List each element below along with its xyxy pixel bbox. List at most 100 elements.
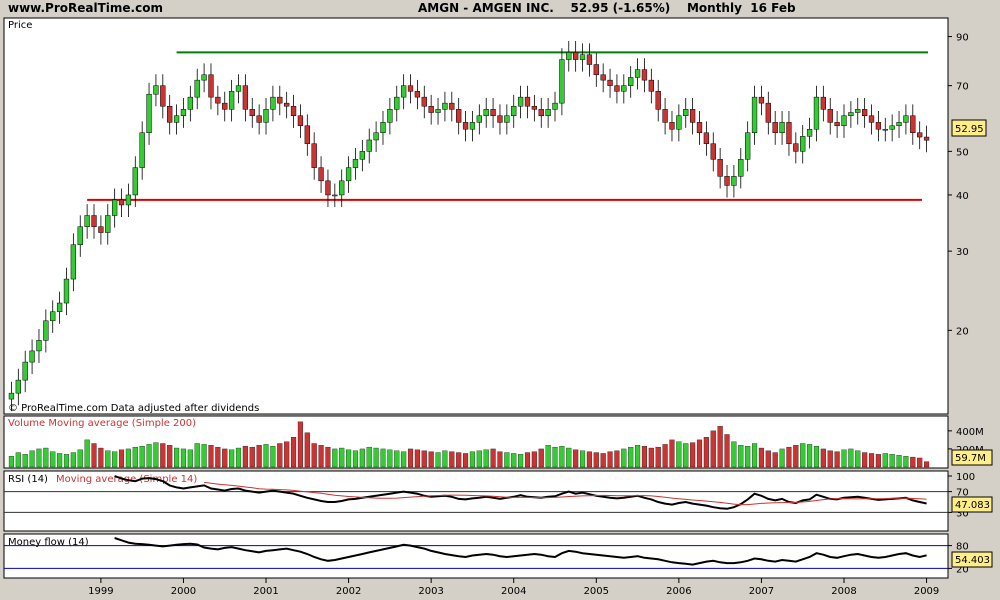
candle-body (751, 96, 758, 134)
candle-body (194, 79, 200, 98)
candle-body (325, 180, 331, 196)
volume-bar (593, 452, 599, 468)
candle-body (111, 199, 118, 216)
candle-body (793, 143, 799, 152)
volume-bar (394, 450, 400, 468)
last-mfi-box (951, 551, 993, 568)
last-price-label: 52.95 (955, 124, 984, 135)
candle-body (910, 115, 916, 134)
volume-bar (600, 453, 606, 468)
candle-body (579, 54, 586, 60)
volume-bar (29, 450, 35, 468)
candle-body (70, 244, 77, 280)
price-tick-label: 20 (956, 326, 969, 337)
candle-body (373, 132, 379, 141)
mfi-tick-label: 80 (956, 542, 969, 553)
volume-bar (242, 446, 248, 468)
candle-body (366, 139, 372, 152)
candle-body (917, 132, 923, 138)
candle-body (50, 311, 56, 322)
candle-body (43, 320, 49, 341)
candle-body (332, 194, 338, 197)
year-label: 2009 (914, 586, 939, 597)
candle-body (394, 96, 400, 110)
candle-body (201, 74, 207, 81)
candle-body (689, 109, 696, 123)
candle-body (91, 215, 97, 227)
volume-bar (807, 444, 813, 468)
mfi-lines (4, 537, 948, 569)
volume-bar (359, 448, 365, 468)
candle-body (449, 102, 455, 110)
candle-body (813, 96, 820, 130)
candle-body (304, 125, 310, 144)
rsi-tick-label: 30 (956, 508, 969, 519)
candle-body (160, 85, 166, 107)
volume-bar (407, 448, 414, 468)
candle-body (820, 96, 827, 110)
candle-body (517, 96, 524, 107)
volume-bar (180, 448, 187, 468)
volume-bar (414, 449, 420, 468)
volume-bar (91, 443, 97, 468)
price-tick-label: 90 (956, 33, 969, 44)
candle-body (290, 105, 297, 117)
year-label: 2007 (749, 586, 774, 597)
candle-body (167, 105, 173, 123)
volume-bar (779, 448, 785, 468)
candle-body (572, 52, 579, 60)
candle-body (896, 122, 902, 127)
volume-bar (215, 446, 221, 468)
volume-bar (862, 452, 868, 468)
volume-bar (531, 451, 537, 468)
volume-bar (304, 432, 310, 468)
x-axis: 1999 2000 2001 2002 2003 2004 2005 2006 2007 2008… (88, 578, 939, 597)
candle-body (490, 109, 496, 117)
candle-body (861, 109, 868, 117)
volume-bar (263, 444, 269, 468)
candle-body (153, 85, 159, 95)
candle-body (132, 167, 138, 196)
volume-bar (146, 444, 152, 468)
volume-bar (346, 449, 352, 468)
volume-bar (614, 450, 620, 468)
candle-body (222, 102, 228, 110)
volume-bar (401, 451, 407, 468)
volume-bar (559, 446, 565, 468)
volume-bar (924, 461, 930, 468)
candle-body (462, 122, 469, 130)
candle-body (442, 102, 448, 110)
volume-bar (366, 446, 372, 468)
last-volume-box (951, 449, 993, 466)
volume-bar (139, 446, 145, 468)
candle-body (277, 96, 283, 104)
volume-bar (690, 442, 696, 468)
candle-body (559, 59, 565, 104)
price-footnote: © ProRealTime.com Data adjusted after di… (8, 403, 259, 414)
volume-bar (105, 450, 111, 468)
year-label: 2008 (831, 586, 856, 597)
volume-bar (566, 447, 572, 468)
volume-bar (896, 455, 902, 468)
volume-bar (607, 451, 613, 468)
candle-body (359, 151, 366, 160)
volume-bar (738, 445, 744, 468)
volume-bar (43, 447, 49, 468)
mfi-line (114, 537, 927, 566)
candle-body (531, 105, 538, 110)
volume-bar (848, 448, 854, 468)
volume-bar (524, 452, 531, 468)
volume-bar (442, 450, 448, 468)
candle-body (731, 176, 737, 186)
volume-bar (277, 443, 283, 468)
price-axis: 90 70 50 40 30 20 (948, 33, 969, 337)
last-volume-label: 59.7M (955, 453, 986, 464)
volume-bar (820, 448, 826, 468)
volume-panel-title: Volume Moving average (Simple 200) (8, 418, 196, 429)
candles (8, 40, 930, 412)
price-panel-title: Price (8, 20, 32, 31)
candle-body (855, 109, 861, 113)
volume-bar (84, 439, 90, 468)
volume-bar (256, 445, 262, 468)
volume-bar (421, 450, 427, 468)
